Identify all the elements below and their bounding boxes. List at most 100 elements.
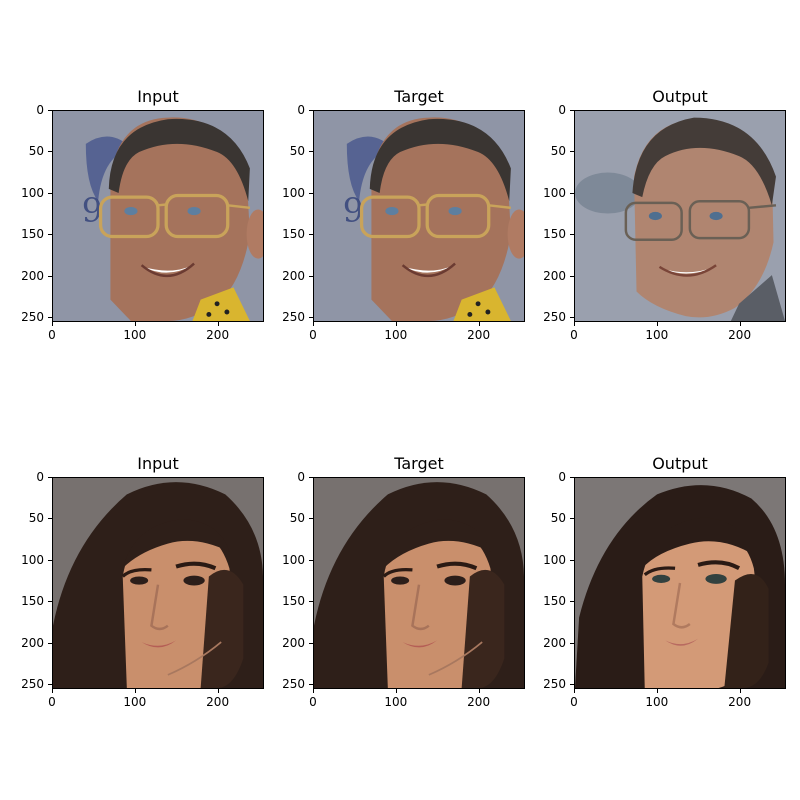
y-tick-label: 100 <box>543 552 566 567</box>
y-tick-mark <box>309 234 313 236</box>
x-tick-label: 100 <box>645 695 669 709</box>
y-tick-mark <box>309 642 313 644</box>
y-tick-label: 0 <box>297 470 305 484</box>
y-tick-label: 50 <box>28 511 44 526</box>
x-tick-label: 100 <box>384 328 408 342</box>
man-portrait-image: 9 <box>314 111 524 321</box>
y-tick-mark <box>570 684 574 686</box>
x-tick-mark <box>656 322 658 326</box>
x-tick-label: 200 <box>467 695 491 709</box>
panel-image <box>574 477 786 689</box>
y-tick-mark <box>48 684 52 686</box>
y-tick-mark <box>309 684 313 686</box>
y-tick-label: 50 <box>28 144 44 159</box>
x-tick-mark <box>395 322 397 326</box>
x-tick-label: 200 <box>467 328 491 342</box>
x-tick-mark <box>52 322 53 326</box>
y-tick-mark <box>309 601 313 603</box>
x-tick-mark <box>395 689 397 693</box>
panel-image: 9 <box>313 110 525 322</box>
y-tick-label: 100 <box>543 185 566 200</box>
y-tick-label: 50 <box>550 511 566 526</box>
y-tick-label: 200 <box>21 635 44 650</box>
x-tick-mark <box>656 689 658 693</box>
x-tick-label: 0 <box>48 695 56 709</box>
y-tick-label: 150 <box>21 227 44 242</box>
x-tick-mark <box>134 322 136 326</box>
y-tick-mark <box>48 317 52 319</box>
x-tick-mark <box>739 689 741 693</box>
y-tick-label: 250 <box>543 310 566 325</box>
x-tick-label: 0 <box>570 328 578 342</box>
y-tick-label: 250 <box>21 310 44 325</box>
y-tick-label: 250 <box>543 677 566 692</box>
x-tick-label: 0 <box>309 328 317 342</box>
woman-portrait-image <box>53 478 263 688</box>
panel-title: Output <box>652 454 708 473</box>
panel-image <box>52 477 264 689</box>
panel-title: Target <box>394 87 444 106</box>
y-tick-label: 250 <box>282 677 305 692</box>
y-tick-label: 0 <box>558 470 566 484</box>
x-tick-label: 200 <box>206 695 230 709</box>
x-tick-label: 0 <box>48 328 56 342</box>
y-tick-mark <box>48 477 52 478</box>
man-portrait-image: 9 <box>53 111 263 321</box>
y-tick-mark <box>48 275 52 277</box>
x-tick-label: 100 <box>645 328 669 342</box>
x-tick-mark <box>739 322 741 326</box>
y-tick-label: 200 <box>21 268 44 283</box>
y-tick-label: 200 <box>543 268 566 283</box>
x-tick-label: 100 <box>384 695 408 709</box>
y-tick-mark <box>48 151 52 153</box>
y-tick-mark <box>48 518 52 520</box>
y-tick-label: 150 <box>282 227 305 242</box>
y-tick-mark <box>570 559 574 561</box>
y-tick-mark <box>570 601 574 603</box>
y-tick-mark <box>309 559 313 561</box>
y-tick-mark <box>570 110 574 111</box>
y-tick-label: 150 <box>543 594 566 609</box>
y-tick-label: 50 <box>289 511 305 526</box>
x-tick-mark <box>217 689 219 693</box>
panel-title: Input <box>137 454 179 473</box>
y-tick-mark <box>48 192 52 194</box>
x-tick-mark <box>313 322 314 326</box>
panel-title: Input <box>137 87 179 106</box>
x-tick-mark <box>478 322 480 326</box>
y-tick-label: 100 <box>282 185 305 200</box>
y-tick-label: 150 <box>543 227 566 242</box>
y-tick-label: 50 <box>289 144 305 159</box>
woman-portrait-image <box>314 478 524 688</box>
panel-title: Output <box>652 87 708 106</box>
x-tick-mark <box>217 322 219 326</box>
y-tick-label: 50 <box>550 144 566 159</box>
y-tick-label: 100 <box>282 552 305 567</box>
y-tick-mark <box>48 110 52 111</box>
y-tick-label: 200 <box>282 268 305 283</box>
x-tick-mark <box>313 689 314 693</box>
y-tick-mark <box>48 234 52 236</box>
woman-output-image <box>575 478 785 688</box>
x-tick-label: 0 <box>309 695 317 709</box>
y-tick-mark <box>309 317 313 319</box>
y-tick-mark <box>48 559 52 561</box>
x-tick-mark <box>134 689 136 693</box>
y-tick-mark <box>570 234 574 236</box>
y-tick-mark <box>309 151 313 153</box>
y-tick-mark <box>309 477 313 478</box>
y-tick-label: 150 <box>282 594 305 609</box>
y-tick-mark <box>570 151 574 153</box>
svg-text:9: 9 <box>82 192 103 230</box>
x-tick-label: 100 <box>123 695 147 709</box>
y-tick-label: 150 <box>21 594 44 609</box>
y-tick-mark <box>570 275 574 277</box>
y-tick-label: 200 <box>282 635 305 650</box>
x-tick-mark <box>574 689 575 693</box>
x-tick-label: 200 <box>206 328 230 342</box>
svg-text:9: 9 <box>343 192 364 230</box>
x-tick-mark <box>52 689 53 693</box>
y-tick-mark <box>570 518 574 520</box>
y-tick-label: 100 <box>21 552 44 567</box>
x-tick-label: 100 <box>123 328 147 342</box>
